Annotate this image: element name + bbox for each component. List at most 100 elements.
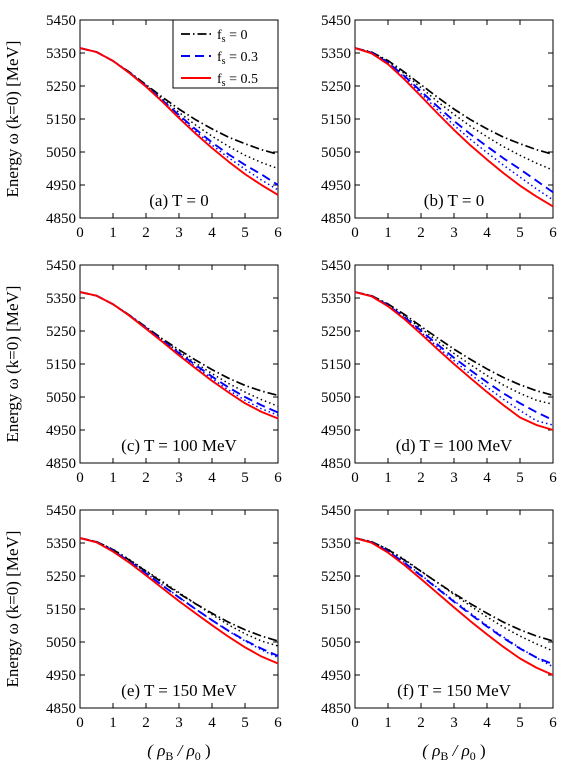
panel-b: 0 1 2 3 4 5 6 4850 4950 5050 5150 5250 5350 5450 (b) T… xyxy=(321,13,557,241)
x-tick-label: 3 xyxy=(175,225,183,241)
series-line-fs-0-4 xyxy=(79,47,279,191)
y-tick-label: 5250 xyxy=(46,324,76,340)
y-tick-label: 4950 xyxy=(321,668,351,684)
y-tick-label: 5250 xyxy=(321,569,351,585)
x-axis-label: ( ρB / ρ0 ) xyxy=(422,741,485,763)
x-tick-label: 5 xyxy=(516,715,524,731)
series-line-fs-0-3 xyxy=(354,537,554,665)
series-line-fs-0-2 xyxy=(79,291,279,407)
y-tick-label: 5050 xyxy=(46,390,76,406)
y-tick-label: 5450 xyxy=(321,258,351,274)
x-tick-label: 2 xyxy=(142,225,150,241)
y-tick-label: 5350 xyxy=(46,291,76,307)
y-tick-label: 4950 xyxy=(321,178,351,194)
x-tick-label: 6 xyxy=(549,715,557,731)
x-tick-label: 5 xyxy=(241,715,249,731)
series-line-fs-0-2 xyxy=(354,291,554,405)
legend-box xyxy=(172,19,279,89)
x-tick-label: 6 xyxy=(274,470,282,486)
x-tick-label: 4 xyxy=(483,470,491,486)
y-tick-label: 5050 xyxy=(321,635,351,651)
x-tick-label: 3 xyxy=(175,715,183,731)
y-tick-label: 5150 xyxy=(321,357,351,373)
y-tick-label: 4850 xyxy=(46,701,76,717)
x-axis-label: ( ρB / ρ0 ) xyxy=(147,741,210,763)
series-line-fs-0-5 xyxy=(79,537,279,665)
y-tick-label: 4850 xyxy=(321,211,351,227)
x-tick-label: 2 xyxy=(417,470,425,486)
x-tick-label: 4 xyxy=(483,225,491,241)
x-tick-label: 3 xyxy=(175,470,183,486)
y-tick-label: 5150 xyxy=(46,112,76,128)
x-tick-label: 0 xyxy=(76,225,84,241)
panel-f: 0 1 2 3 4 5 6 4850 4950 5050 5150 5250 5350 5450 (f) T… xyxy=(321,503,557,731)
y-tick-label: 5150 xyxy=(321,602,351,618)
series-line-fs-0-3 xyxy=(79,291,279,414)
x-tick-label: 5 xyxy=(516,470,524,486)
y-tick-label: 5350 xyxy=(321,536,351,552)
panel-label: (a) T = 0 xyxy=(149,191,208,210)
y-tick-label: 5350 xyxy=(321,46,351,62)
y-axis-label: Energy ω (k=0) [MeV] xyxy=(3,41,22,198)
x-tick-label: 6 xyxy=(549,225,557,241)
x-tick-label: 1 xyxy=(109,225,117,241)
y-tick-label: 4950 xyxy=(321,423,351,439)
y-tick-label: 4850 xyxy=(46,211,76,227)
plot-frame xyxy=(79,509,279,709)
y-tick-label: 5250 xyxy=(46,79,76,95)
legend: fs = 0 fs = 0.3 fs = 0.5 xyxy=(172,19,279,89)
y-tick-label: 4850 xyxy=(321,456,351,472)
panel-e: 0 1 2 3 4 5 6 4850 4950 5050 5150 5250 5350 5450 (e) T… xyxy=(46,503,282,731)
panel-a: 0 1 2 3 4 5 6 4850 4950 5050 5150 5250 5350 5450 (a) T… xyxy=(46,13,282,241)
x-tick-label: 0 xyxy=(76,715,84,731)
series-line-fs-0-2 xyxy=(354,537,554,652)
y-axis-label: Energy ω (k=0) [MeV] xyxy=(3,531,22,688)
series-line-fs-0-2 xyxy=(354,47,554,171)
x-tick-label: 4 xyxy=(208,225,216,241)
series-line-fs-0-3 xyxy=(354,47,554,194)
x-tick-label: 1 xyxy=(384,715,392,731)
x-tick-label: 6 xyxy=(274,225,282,241)
x-tick-label: 1 xyxy=(384,470,392,486)
x-tick-label: 5 xyxy=(241,225,249,241)
x-tick-label: 2 xyxy=(142,715,150,731)
y-tick-label: 5050 xyxy=(321,145,351,161)
panel-label: (b) T = 0 xyxy=(424,191,484,210)
x-tick-label: 6 xyxy=(274,715,282,731)
y-tick-label: 5450 xyxy=(321,503,351,519)
y-tick-label: 4950 xyxy=(46,423,76,439)
series-line-fs-0-4 xyxy=(354,47,554,201)
x-tick-label: 5 xyxy=(516,225,524,241)
y-tick-label: 5350 xyxy=(46,46,76,62)
x-tick-label: 2 xyxy=(417,225,425,241)
series-line-fs-0 xyxy=(354,291,554,397)
x-tick-label: 0 xyxy=(351,225,359,241)
panel-c: 0 1 2 3 4 5 6 4850 4950 5050 5150 5250 5350 5450 (c) T… xyxy=(46,258,282,486)
x-tick-label: 3 xyxy=(450,470,458,486)
series-line-fs-0-5 xyxy=(354,537,554,676)
x-tick-label: 1 xyxy=(109,470,117,486)
legend-entry-label: fs = 0.3 xyxy=(217,50,258,67)
x-tick-label: 4 xyxy=(483,715,491,731)
series-line-fs-0-5 xyxy=(79,47,279,196)
y-tick-label: 4950 xyxy=(46,178,76,194)
y-tick-label: 5250 xyxy=(321,79,351,95)
y-tick-label: 4850 xyxy=(46,456,76,472)
legend-entry-label: fs = 0 xyxy=(217,28,247,45)
y-tick-label: 5150 xyxy=(321,112,351,128)
series-line-fs-0-3 xyxy=(354,291,554,421)
plot-frame xyxy=(354,509,554,709)
x-tick-label: 5 xyxy=(241,470,249,486)
series-line-fs-0 xyxy=(79,537,279,642)
y-tick-label: 5450 xyxy=(321,13,351,29)
series-line-fs-0-5 xyxy=(79,291,279,420)
x-tick-label: 3 xyxy=(450,715,458,731)
y-tick-label: 5450 xyxy=(46,13,76,29)
panel-label: (c) T = 100 MeV xyxy=(121,436,237,455)
y-tick-label: 5450 xyxy=(46,258,76,274)
y-tick-label: 5150 xyxy=(46,357,76,373)
x-tick-label: 3 xyxy=(450,225,458,241)
x-tick-label: 0 xyxy=(76,470,84,486)
panel-label: (f) T = 150 MeV xyxy=(397,681,512,700)
